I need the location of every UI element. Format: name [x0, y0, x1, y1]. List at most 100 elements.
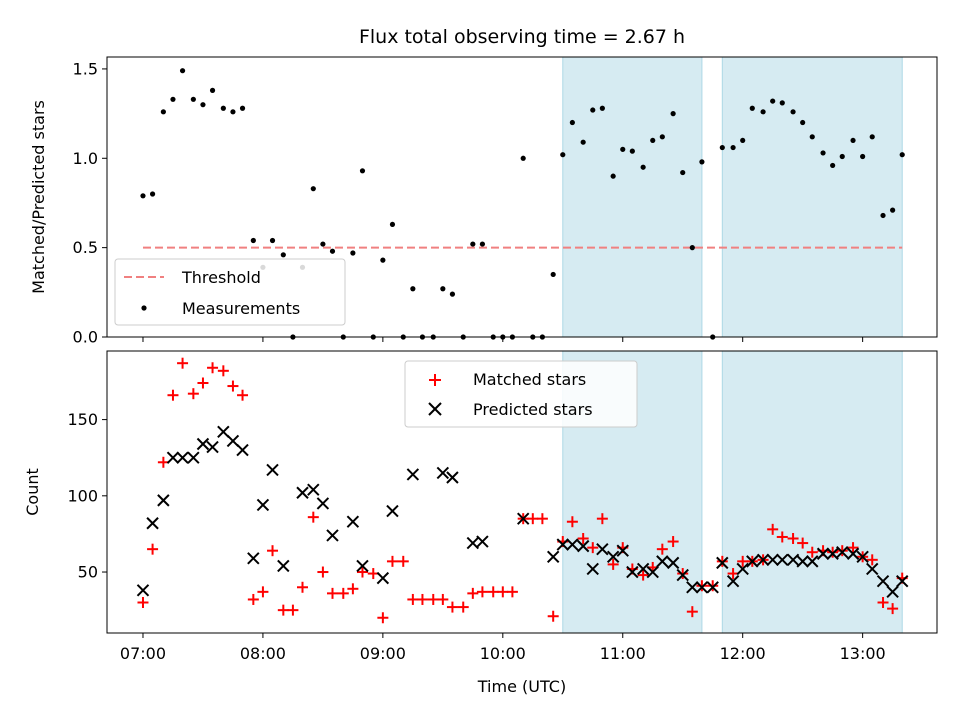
measurement-point	[310, 186, 316, 192]
matched-point	[806, 546, 818, 558]
measurement-point	[470, 241, 476, 247]
predicted-point	[206, 440, 219, 454]
matched-point	[457, 601, 469, 613]
x-tick-label-1: 08:00	[240, 644, 286, 663]
measurement-point	[740, 137, 746, 144]
predicted-point	[516, 512, 530, 525]
measurement-point	[269, 237, 276, 244]
predicted-point	[196, 437, 210, 451]
measurement-point	[179, 68, 186, 74]
measurement-point	[190, 96, 196, 102]
matched-point	[587, 542, 599, 554]
measurement-point	[580, 139, 586, 145]
measurement-point	[250, 237, 256, 244]
predicted-point	[247, 552, 260, 565]
predicted-point	[786, 553, 800, 567]
matched-point	[167, 389, 179, 401]
predicted-point	[326, 529, 339, 542]
matched-point	[497, 586, 509, 598]
measurement-point	[239, 105, 246, 111]
measurement-point	[140, 193, 146, 199]
predicted-point	[256, 498, 270, 512]
predicted-point	[406, 468, 420, 481]
matched-point	[467, 587, 479, 599]
matched-point	[386, 555, 398, 567]
x-tick-label-2: 09:00	[360, 644, 406, 663]
predicted-point	[566, 538, 579, 551]
predicted-point	[136, 584, 150, 597]
x-tick-label-4: 11:00	[600, 644, 646, 663]
predicted-point	[146, 517, 159, 530]
measurement-point	[149, 191, 156, 197]
predicted-point	[586, 562, 599, 576]
matched-point	[317, 566, 329, 578]
matched-point	[696, 580, 708, 592]
measurement-point	[839, 153, 845, 160]
predicted-point	[646, 565, 659, 579]
measurement-point	[220, 105, 226, 111]
measurement-point	[320, 241, 326, 247]
matched-point	[217, 365, 229, 377]
predicted-point	[726, 574, 740, 588]
x-tick-label-0: 07:00	[120, 644, 166, 663]
top-y-label: Matched/Predicted stars	[29, 100, 48, 294]
matched-point	[827, 546, 839, 558]
predicted-point	[666, 556, 680, 570]
predicted-point	[157, 494, 170, 507]
predicted-point	[356, 559, 369, 573]
bottom-legend-box	[404, 360, 638, 428]
matched-point	[547, 610, 559, 622]
predicted-point	[716, 556, 729, 570]
predicted-point	[746, 555, 759, 568]
matched-point	[737, 555, 749, 567]
legend-threshold-label: Threshold	[181, 268, 261, 287]
measurement-point	[280, 252, 286, 258]
legend-matched-swatch	[429, 374, 441, 386]
top-shaded-regions	[562, 56, 903, 338]
matched-point	[536, 513, 548, 525]
matched-point	[767, 523, 779, 535]
top-shaded-region-0	[562, 56, 703, 338]
legend-measurements-swatch	[141, 305, 147, 311]
matched-point	[407, 593, 419, 605]
predicted-point	[876, 574, 890, 588]
measurement-point	[800, 119, 806, 126]
predicted-point	[886, 585, 899, 599]
matched-point	[667, 536, 679, 548]
matched-point	[337, 587, 349, 599]
legend-predicted-swatch	[428, 402, 442, 416]
matched-point	[887, 603, 899, 615]
predicted-point	[616, 544, 629, 557]
top-shaded-region-1	[721, 56, 903, 338]
predicted-point	[446, 471, 459, 484]
predicted-point	[766, 553, 779, 567]
measurement-point	[850, 137, 856, 144]
matched-point	[397, 555, 409, 567]
bottom-legend: Matched stars Predicted stars	[404, 360, 638, 428]
measurement-point	[820, 150, 826, 156]
predicted-point	[277, 559, 290, 573]
bottom-shaded-region-1	[721, 350, 903, 634]
matched-point	[656, 543, 668, 555]
predicted-point	[756, 553, 770, 567]
matched-point	[307, 511, 319, 523]
measurement-point	[610, 173, 616, 179]
matched-point	[577, 532, 589, 544]
top-y-tick-label-2: 1.0	[73, 149, 98, 168]
predicted-point	[796, 555, 809, 568]
measurement-point	[880, 212, 886, 219]
x-tick-label-6: 13:00	[840, 644, 886, 663]
matched-point	[686, 606, 698, 618]
matched-point	[527, 513, 539, 525]
measurement-point	[389, 221, 396, 228]
predicted-point	[386, 504, 399, 518]
predicted-point	[307, 483, 320, 496]
matched-point	[297, 581, 309, 593]
matched-point	[287, 604, 299, 616]
legend-measurements-label: Measurements	[182, 299, 300, 318]
measurement-point	[520, 155, 526, 161]
matched-point	[137, 597, 149, 609]
matched-point	[476, 586, 488, 598]
count-panel: 50 100 150 07:00 08:00 09:00 10:00 11:00 12:00 1…	[23, 350, 938, 696]
top-axes-frame	[106, 56, 938, 338]
